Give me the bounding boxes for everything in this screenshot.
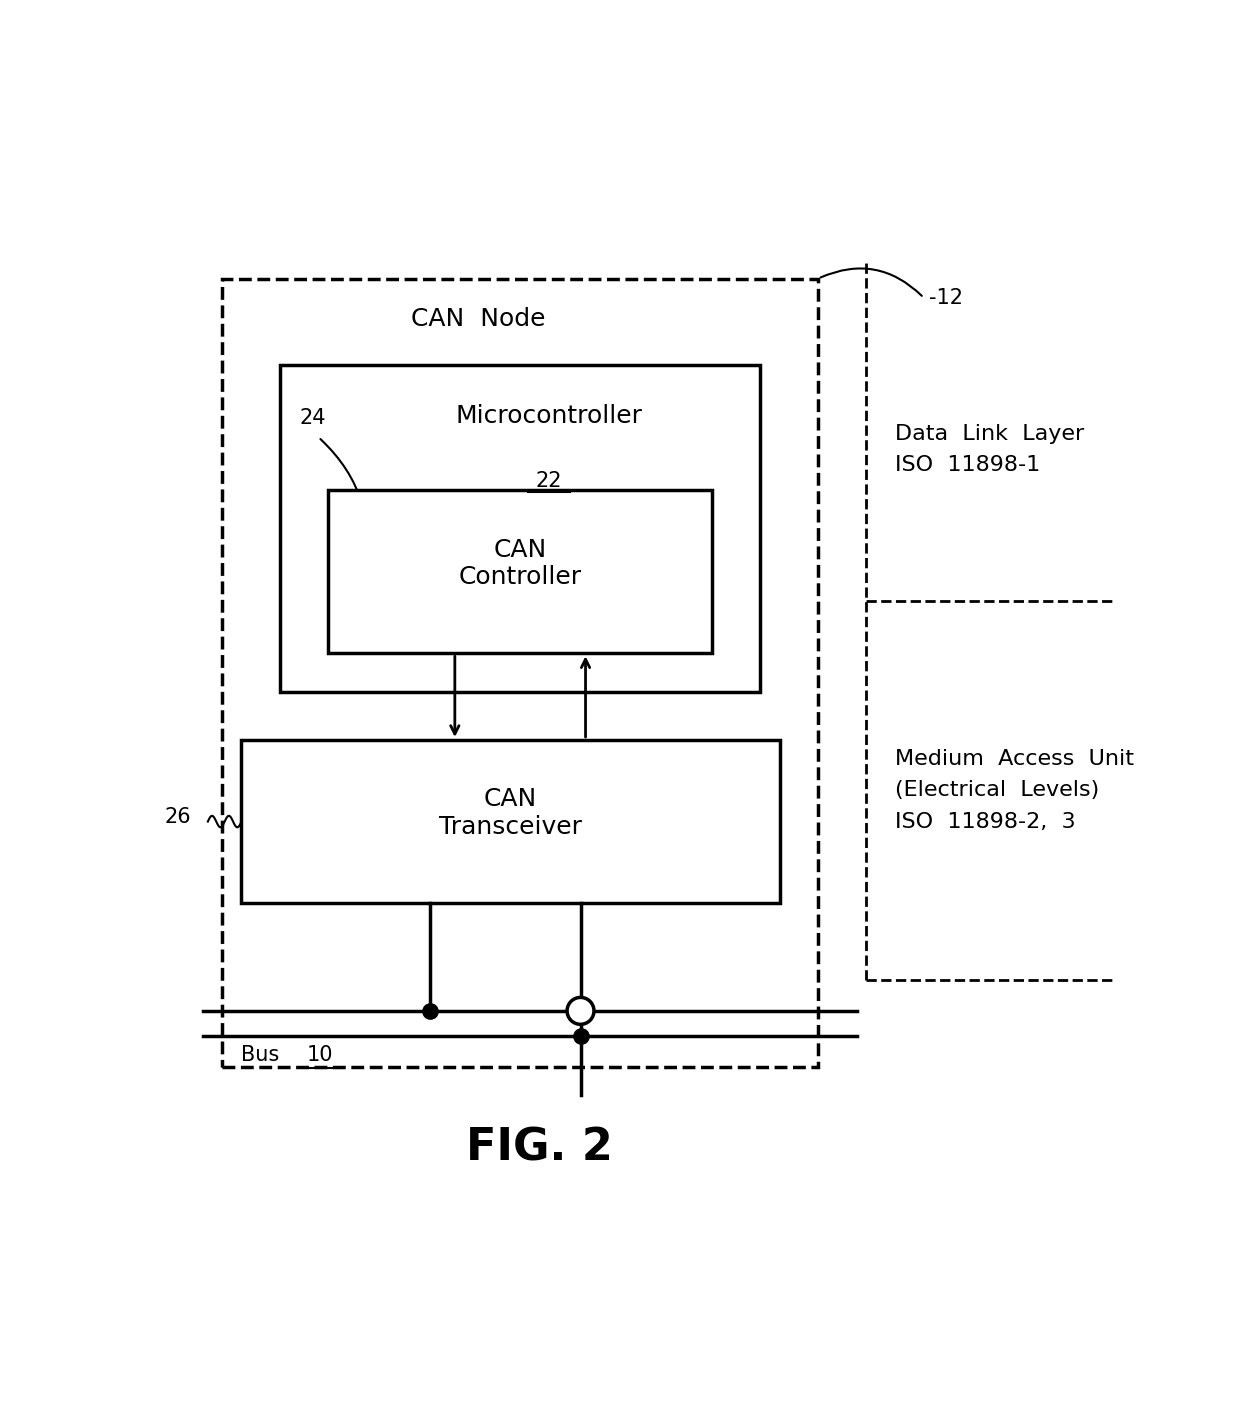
Text: CAN
Controller: CAN Controller — [459, 538, 582, 590]
Text: Microcontroller: Microcontroller — [455, 404, 642, 428]
Text: 10: 10 — [306, 1045, 334, 1064]
Text: 22: 22 — [536, 470, 562, 491]
Text: Bus: Bus — [242, 1045, 280, 1064]
Text: Medium  Access  Unit
(Electrical  Levels)
ISO  11898-2,  3: Medium Access Unit (Electrical Levels) I… — [895, 749, 1133, 832]
Text: -12: -12 — [929, 289, 962, 308]
Text: FIG. 2: FIG. 2 — [466, 1126, 613, 1170]
Bar — [222, 279, 818, 1067]
Text: CAN  Node: CAN Node — [412, 307, 546, 331]
Text: Data  Link  Layer
ISO  11898-1: Data Link Layer ISO 11898-1 — [895, 424, 1084, 474]
Text: CAN
Transceiver: CAN Transceiver — [439, 787, 582, 839]
Text: 24: 24 — [299, 407, 326, 428]
Text: 26: 26 — [165, 807, 191, 826]
Bar — [327, 490, 713, 653]
Circle shape — [568, 998, 593, 1024]
Bar — [242, 739, 780, 904]
Bar — [280, 365, 760, 691]
